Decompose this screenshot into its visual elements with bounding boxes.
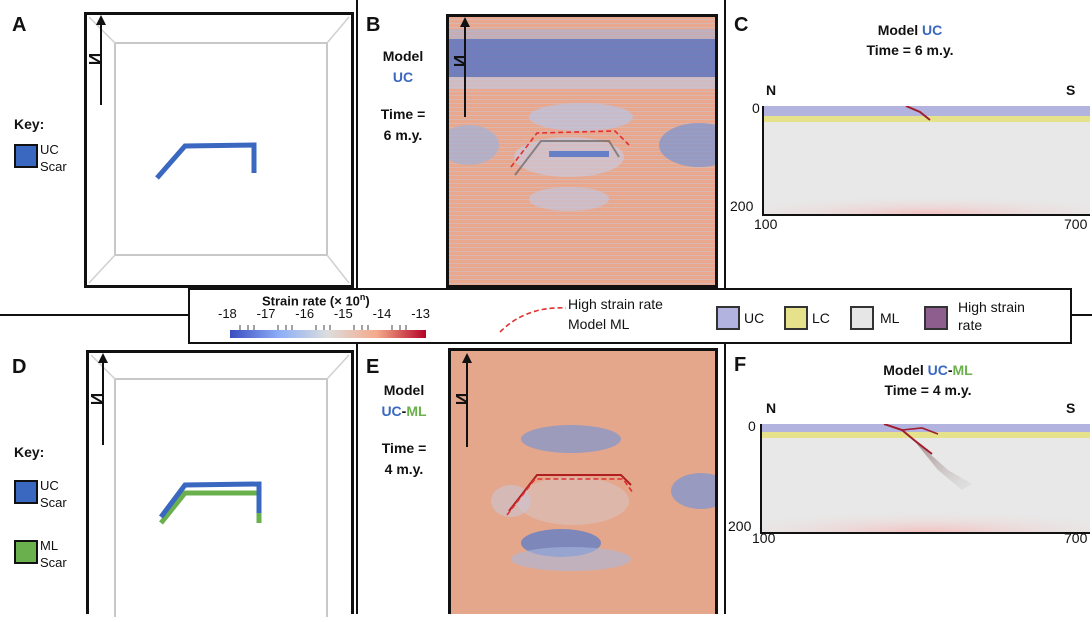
panel-letter-c: C bbox=[734, 14, 749, 36]
layer-label-lc: LC bbox=[812, 310, 830, 326]
dashed-line-label: High strain rate Model ML bbox=[568, 296, 663, 332]
depth-bottom-f: 200 bbox=[728, 518, 752, 534]
map-view-a: N bbox=[84, 12, 354, 288]
key-title: Key: bbox=[14, 116, 45, 132]
key-label-uc: UC Scar bbox=[40, 478, 67, 510]
strain-map-e-svg bbox=[451, 351, 715, 614]
depth-top-c: 0 bbox=[752, 100, 760, 116]
colorbar-tick: -13 bbox=[411, 306, 430, 321]
colorbar-tick: -15 bbox=[333, 306, 353, 321]
key-label-ml: ML Scar bbox=[40, 538, 67, 570]
x-left-c: 100 bbox=[754, 216, 778, 232]
key-swatch-ml bbox=[14, 540, 38, 564]
map-view-d: N bbox=[86, 350, 354, 620]
divider-vertical-3 bbox=[356, 344, 358, 614]
colorbar-tick: -16 bbox=[295, 306, 315, 321]
strain-map-b-svg bbox=[449, 17, 715, 285]
south-f: S bbox=[1066, 400, 1076, 416]
layer-swatch-high-strain bbox=[924, 306, 948, 330]
divider-vertical-1 bbox=[356, 0, 358, 290]
north-f: N bbox=[766, 400, 777, 416]
colorbar-gradient bbox=[230, 330, 426, 338]
key-bottom: Key: UC Scar ML Scar bbox=[14, 444, 94, 584]
layer-swatch-lc bbox=[784, 306, 808, 330]
north-label-e: N bbox=[452, 392, 472, 406]
x-right-f: 700 bbox=[1064, 530, 1088, 546]
cross-section-c-svg bbox=[764, 105, 1090, 214]
x-right-c: 700 bbox=[1064, 216, 1088, 232]
south-c: S bbox=[1066, 82, 1076, 98]
model-label-e: Model UC-ML Time = 4 m.y. bbox=[381, 382, 427, 477]
map-view-a-svg bbox=[88, 15, 350, 284]
colorbar-title: Strain rate (× 10n) bbox=[262, 292, 370, 309]
depth-top-f: 0 bbox=[748, 418, 756, 434]
key-top: Key: UC Scar bbox=[14, 116, 94, 206]
model-label-b: Model UC Time = 6 m.y. bbox=[380, 48, 426, 143]
panel-letter-b: B bbox=[366, 14, 381, 36]
colorbar-tick: -17 bbox=[256, 306, 276, 321]
legend-bar: Strain rate (× 10n) -18 -17 -16 -15 -14 … bbox=[188, 288, 1072, 344]
cross-section-f bbox=[760, 420, 1090, 534]
divider-horizontal-left bbox=[0, 314, 188, 316]
cross-section-title-c: Model UC Time = 6 m.y. bbox=[866, 22, 954, 58]
layer-label-ml: ML bbox=[880, 310, 900, 326]
key-swatch-uc bbox=[14, 480, 38, 504]
x-left-f: 100 bbox=[752, 530, 776, 546]
map-view-d-svg bbox=[90, 353, 350, 620]
panel-letter-f: F bbox=[734, 354, 747, 376]
north-label-b: N bbox=[450, 54, 470, 68]
divider-horizontal-right bbox=[1072, 314, 1092, 316]
strain-map-b: N bbox=[446, 14, 718, 288]
depth-bottom-c: 200 bbox=[730, 198, 754, 214]
colorbar-minor-ticks bbox=[239, 325, 407, 330]
key-label-uc: UC Scar bbox=[40, 142, 67, 174]
north-c: N bbox=[766, 82, 777, 98]
layer-swatch-ml bbox=[850, 306, 874, 330]
colorbar-ticks: -18 -17 -16 -15 -14 -13 bbox=[218, 306, 430, 322]
key-title: Key: bbox=[14, 444, 45, 460]
layer-swatch-uc bbox=[716, 306, 740, 330]
strain-map-e: N bbox=[448, 348, 718, 614]
colorbar-tick: -18 bbox=[218, 306, 237, 321]
colorbar-tick: -14 bbox=[372, 306, 392, 321]
panel-letter-d: D bbox=[12, 356, 27, 378]
panel-letter-a: A bbox=[12, 14, 27, 36]
panel-letter-e: E bbox=[366, 356, 380, 378]
cross-section-c bbox=[762, 105, 1090, 216]
dashed-line-icon bbox=[499, 307, 567, 333]
layer-label-uc: UC bbox=[744, 310, 765, 326]
cross-section-f-svg bbox=[762, 420, 1090, 532]
north-label-a: N bbox=[85, 52, 105, 66]
divider-vertical-4 bbox=[724, 344, 726, 614]
layer-label-high-strain: High strain rate bbox=[958, 299, 1025, 333]
divider-vertical-2 bbox=[724, 0, 726, 290]
cross-section-title-f: Model UC-ML Time = 4 m.y. bbox=[883, 362, 973, 398]
key-swatch-uc bbox=[14, 144, 38, 168]
north-label-d: N bbox=[87, 392, 107, 406]
